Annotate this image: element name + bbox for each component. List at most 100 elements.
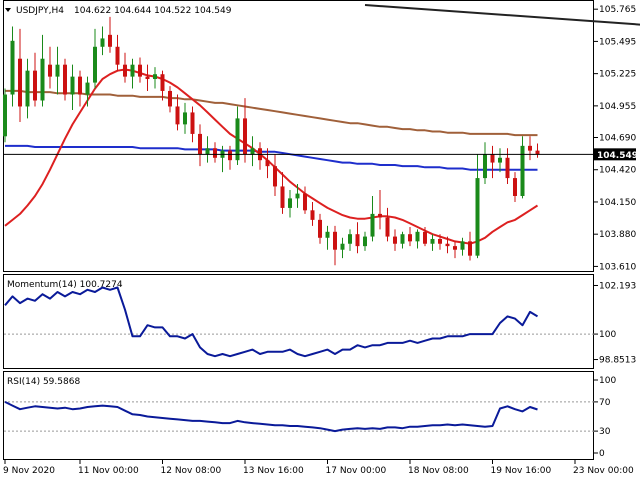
candle	[363, 231, 367, 251]
momentum-tick-label: 100	[599, 330, 616, 340]
candle	[513, 172, 517, 202]
candle-body	[513, 178, 517, 196]
candle-body	[468, 241, 472, 256]
candle	[370, 195, 375, 242]
candle-body	[340, 243, 345, 250]
candle	[190, 106, 195, 143]
candle	[498, 148, 502, 173]
candle	[423, 227, 427, 247]
price-tick-label: 104.955	[599, 102, 636, 112]
candle-body	[438, 238, 442, 244]
candle	[340, 237, 345, 259]
candle	[400, 231, 405, 249]
candle-body	[430, 238, 435, 244]
candle	[70, 64, 75, 111]
candle	[108, 16, 112, 53]
dropdown-triangle-icon[interactable]	[5, 8, 11, 12]
candle-body	[48, 64, 52, 77]
candle-body	[130, 64, 135, 77]
candle-body	[228, 150, 232, 161]
candle-body	[400, 234, 405, 244]
candle	[138, 57, 142, 83]
candle-body	[3, 94, 7, 137]
candle-body	[310, 210, 315, 220]
candle-body	[333, 231, 337, 250]
time-tick-label: 19 Nov 16:00	[491, 466, 552, 476]
candle	[3, 88, 7, 143]
candle	[160, 70, 165, 101]
candle-body	[175, 106, 180, 125]
candle-body	[535, 150, 540, 155]
candle	[325, 225, 330, 250]
candle	[430, 234, 435, 251]
rsi-tick-label: 0	[599, 449, 605, 459]
momentum-tick-label: 102.193	[599, 281, 636, 291]
candle-body	[243, 118, 247, 155]
candle-body	[370, 213, 375, 237]
candle	[93, 28, 97, 89]
candle	[183, 102, 187, 134]
candle-body	[303, 193, 307, 211]
candle-body	[108, 34, 112, 47]
current-price-line: 104.549	[4, 148, 638, 161]
candle-body	[295, 193, 300, 199]
candle	[475, 154, 480, 259]
time-tick-label: 9 Nov 2020	[3, 466, 55, 476]
rsi-panel-frame	[3, 371, 594, 460]
symbol-label: USDJPY,H4	[16, 6, 64, 16]
candle-body	[145, 76, 150, 80]
candle-body	[213, 148, 217, 158]
candle-body	[288, 198, 292, 208]
candle-body	[190, 112, 195, 134]
candle	[168, 86, 172, 113]
candle	[63, 58, 67, 101]
candle	[265, 148, 270, 179]
candle	[468, 231, 472, 261]
candle-body	[70, 76, 75, 95]
rsi-series	[4, 401, 538, 433]
time-tick-label: 11 Nov 00:00	[78, 466, 139, 476]
candle	[385, 207, 390, 242]
candle-body	[490, 154, 495, 163]
candle	[55, 46, 60, 95]
candle-body	[528, 145, 532, 151]
rsi-line	[4, 401, 538, 433]
candlesticks	[3, 16, 540, 266]
candle-body	[318, 219, 322, 238]
candle-body	[348, 234, 352, 244]
momentum-tick-label: 98.8513	[599, 356, 636, 366]
price-tick-label: 104.150	[599, 198, 636, 208]
momentum-label: Momentum(14) 100.7274	[7, 280, 123, 290]
candle-body	[138, 64, 142, 77]
candle	[153, 67, 157, 89]
candle	[228, 145, 232, 170]
candle	[175, 94, 180, 131]
candle-body	[265, 160, 270, 167]
momentum-series	[4, 286, 539, 358]
price-panel-frame	[3, 0, 594, 272]
candle-body	[18, 58, 22, 107]
price-tick-label: 105.225	[599, 70, 636, 80]
candle	[198, 124, 202, 167]
rsi-tick-label: 100	[599, 376, 616, 386]
momentum-axis: 102.193 100 98.8513	[4, 281, 636, 366]
candle-body	[93, 46, 97, 83]
rsi-tick-label: 30	[599, 427, 611, 437]
candle-body	[40, 58, 45, 101]
candle-body	[273, 166, 277, 187]
price-tick-label: 105.495	[599, 37, 636, 47]
candle-body	[25, 70, 30, 107]
candle-body	[393, 236, 397, 244]
candle-body	[115, 46, 120, 65]
candle	[438, 234, 442, 250]
candle-body	[160, 74, 165, 91]
candle-body	[33, 70, 37, 101]
candle-body	[235, 118, 240, 161]
candle	[378, 190, 382, 230]
candle-body	[453, 246, 457, 250]
candle	[213, 142, 217, 163]
ohlc-values: 104.622 104.644 104.522 104.549	[74, 6, 232, 16]
candle	[243, 98, 247, 163]
candle-body	[520, 145, 525, 196]
